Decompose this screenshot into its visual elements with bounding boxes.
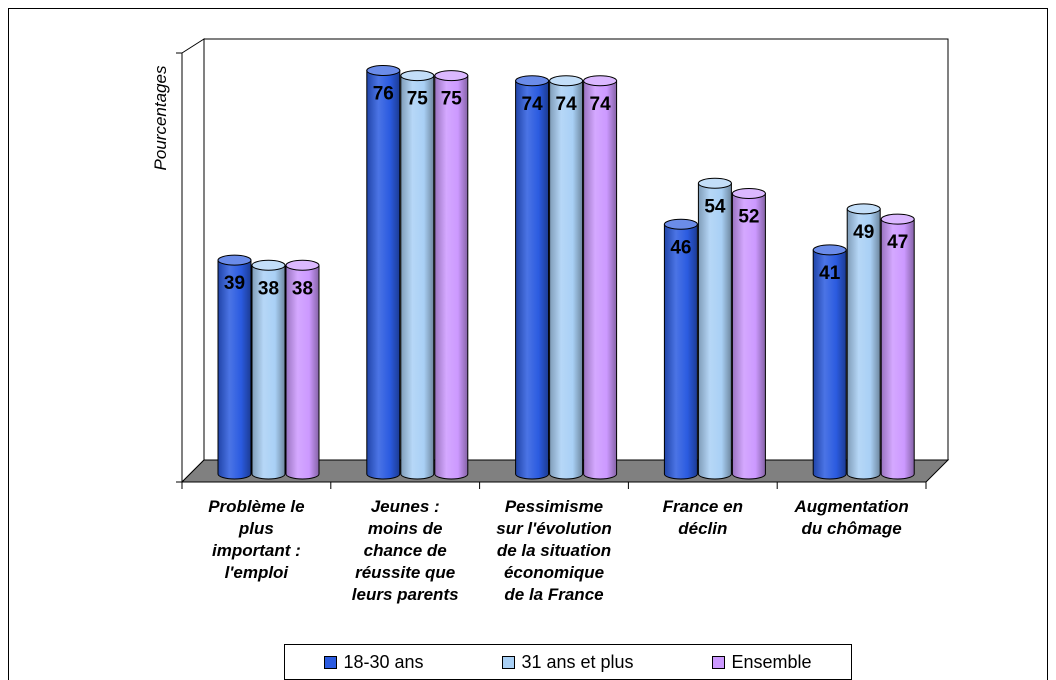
x-tick-label-3: France en déclin (662, 497, 743, 538)
x-tick-label-4: Augmentation du chômage (794, 497, 909, 538)
x-tick-label-1: Jeunes : moins de chance de réussite que… (351, 497, 459, 604)
bar-Ensemble-2 (583, 80, 618, 480)
legend-label: 18-30 ans (343, 651, 424, 672)
data-label-Ensemble-4: 47 (887, 232, 908, 253)
bar-31 ans et plus-2 (549, 80, 584, 480)
data-label-Ensemble-1: 75 (441, 89, 463, 110)
bar-Ensemble-0 (285, 264, 320, 480)
legend-swatch (324, 655, 338, 669)
bar-top-18-30 ans-4 (812, 244, 847, 256)
bar-top-18-30 ans-1 (366, 65, 401, 76)
legend-item-1: 31 ans et plus (502, 651, 634, 673)
bar-18-30 ans-1 (366, 70, 401, 480)
bar-Ensemble-1 (434, 75, 469, 480)
bar-top-18-30 ans-2 (515, 75, 550, 87)
bar-top-31 ans et plus-4 (846, 203, 881, 215)
bar-top-31 ans et plus-0 (251, 259, 286, 271)
legend-item-0: 18-30 ans (324, 651, 424, 673)
data-label-18-30 ans-3: 46 (670, 237, 691, 258)
bar-31 ans et plus-4 (846, 208, 881, 480)
bar-top-Ensemble-4 (880, 213, 915, 225)
data-label-31 ans et plus-0: 38 (258, 278, 279, 299)
side-wall (181, 38, 205, 484)
data-label-Ensemble-2: 74 (590, 94, 612, 115)
bar-31 ans et plus-3 (697, 182, 732, 480)
bar-31 ans et plus-0 (251, 264, 286, 480)
bar-top-31 ans et plus-1 (400, 70, 435, 82)
y-axis-label: Pourcentages (151, 65, 170, 170)
bar-top-18-30 ans-3 (663, 218, 698, 230)
legend-label: 31 ans et plus (521, 651, 634, 672)
bar-Ensemble-4 (880, 218, 915, 480)
legend-swatch (712, 655, 726, 669)
data-label-31 ans et plus-2: 74 (556, 94, 578, 115)
bar-top-18-30 ans-0 (217, 254, 252, 266)
data-label-18-30 ans-4: 41 (819, 263, 841, 284)
bar-top-Ensemble-0 (285, 259, 320, 271)
bar-18-30 ans-3 (663, 223, 698, 480)
bar-top-Ensemble-3 (731, 188, 766, 199)
data-label-Ensemble-3: 52 (738, 207, 759, 228)
bar-18-30 ans-2 (515, 80, 550, 480)
legend-label: Ensemble (731, 651, 812, 672)
data-label-18-30 ans-0: 39 (224, 273, 245, 294)
data-label-31 ans et plus-3: 54 (704, 196, 726, 217)
data-label-31 ans et plus-4: 49 (853, 222, 874, 243)
bar-Ensemble-3 (731, 193, 766, 480)
chart-frame (8, 8, 1048, 680)
bar-top-Ensemble-1 (434, 70, 469, 82)
bar-31 ans et plus-1 (400, 75, 435, 480)
bar-top-31 ans et plus-2 (549, 75, 584, 87)
legend-item-2: Ensemble (712, 651, 812, 673)
legend: 18-30 ans 31 ans et plus Ensemble (284, 644, 852, 680)
bar-18-30 ans-0 (217, 259, 252, 480)
x-tick-label-2: Pessimisme sur l'évolution de la situati… (496, 497, 612, 604)
data-label-31 ans et plus-1: 75 (407, 89, 429, 110)
x-tick-label-0: Problème le plus important : l'emploi (208, 497, 305, 582)
data-label-Ensemble-0: 38 (292, 278, 313, 299)
data-label-18-30 ans-2: 74 (522, 94, 544, 115)
data-label-18-30 ans-1: 76 (373, 84, 394, 105)
legend-swatch (502, 655, 516, 669)
bar-top-Ensemble-2 (583, 75, 618, 87)
bar-18-30 ans-4 (812, 249, 847, 480)
bar-top-31 ans et plus-3 (697, 177, 732, 189)
